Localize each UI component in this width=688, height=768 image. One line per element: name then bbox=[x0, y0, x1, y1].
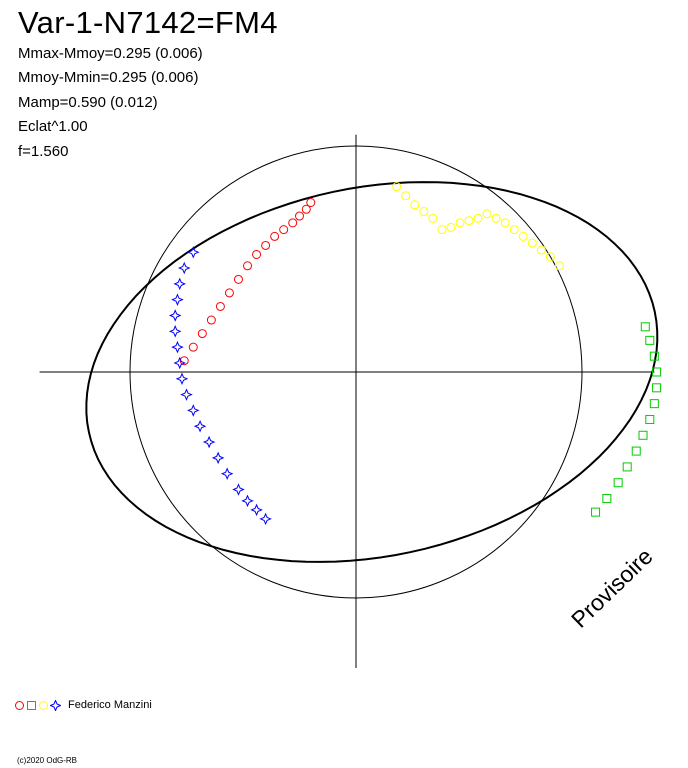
data-point bbox=[631, 446, 641, 456]
data-point bbox=[252, 249, 262, 259]
data-point bbox=[622, 462, 632, 472]
stat-amplitude-max: Mmax-Mmoy=0.295 (0.006) bbox=[18, 45, 203, 62]
stat-eclat: Eclat^1.00 bbox=[18, 118, 88, 135]
data-point bbox=[645, 335, 655, 345]
data-point bbox=[173, 356, 186, 370]
data-point bbox=[279, 225, 289, 235]
data-point bbox=[401, 191, 411, 201]
data-point bbox=[250, 503, 263, 517]
data-point bbox=[211, 451, 225, 465]
data-point bbox=[518, 231, 528, 241]
data-point bbox=[288, 218, 298, 228]
data-point bbox=[202, 435, 216, 449]
legend-symbol bbox=[39, 700, 48, 710]
data-point bbox=[419, 207, 429, 217]
series-0 bbox=[179, 198, 316, 366]
legend-symbols bbox=[14, 699, 61, 711]
data-point bbox=[187, 404, 200, 417]
data-point bbox=[188, 342, 198, 352]
series-1 bbox=[168, 245, 272, 526]
data-point bbox=[649, 351, 659, 361]
legend-symbol bbox=[50, 699, 61, 711]
data-point bbox=[177, 261, 191, 275]
star-marker-icon bbox=[50, 699, 61, 711]
series-2 bbox=[392, 182, 564, 271]
data-point bbox=[168, 325, 182, 338]
data-point bbox=[638, 430, 648, 440]
data-point bbox=[171, 293, 184, 306]
data-point bbox=[473, 213, 483, 223]
data-point bbox=[168, 309, 182, 322]
data-points bbox=[168, 182, 662, 526]
data-point bbox=[536, 245, 546, 255]
data-point bbox=[428, 213, 438, 223]
chart-title: Var-1-N7142=FM4 bbox=[18, 5, 278, 40]
series-3 bbox=[591, 322, 662, 517]
legend: Federico Manzini bbox=[14, 698, 152, 712]
data-point bbox=[180, 388, 193, 401]
data-point bbox=[173, 277, 186, 291]
circle-marker-icon bbox=[39, 700, 48, 710]
data-point bbox=[175, 372, 189, 386]
data-point bbox=[392, 182, 402, 192]
data-point bbox=[295, 211, 304, 221]
data-point bbox=[187, 245, 200, 259]
data-point bbox=[464, 216, 474, 226]
data-point bbox=[301, 204, 311, 214]
data-point bbox=[215, 301, 225, 311]
data-point bbox=[241, 494, 254, 508]
data-point bbox=[640, 322, 650, 332]
fitted-curve bbox=[85, 181, 659, 563]
data-point bbox=[243, 261, 253, 271]
legend-observer: Federico Manzini bbox=[68, 699, 152, 711]
data-point bbox=[270, 231, 280, 241]
data-point bbox=[652, 383, 662, 393]
data-point bbox=[437, 225, 447, 235]
data-point bbox=[446, 222, 456, 232]
axes bbox=[39, 134, 659, 669]
data-point bbox=[652, 367, 662, 377]
data-point bbox=[193, 419, 207, 433]
data-point bbox=[306, 198, 316, 207]
data-point bbox=[509, 225, 519, 235]
data-point bbox=[455, 218, 465, 228]
data-point bbox=[500, 218, 510, 228]
data-point bbox=[591, 507, 601, 517]
data-point bbox=[527, 238, 537, 248]
data-point bbox=[171, 340, 184, 354]
data-point bbox=[259, 512, 272, 526]
circle-marker-icon bbox=[15, 700, 24, 710]
data-point bbox=[224, 288, 234, 298]
square-marker-icon bbox=[27, 700, 36, 710]
stat-amplitude-min: Mmoy-Mmin=0.295 (0.006) bbox=[18, 69, 199, 86]
data-point bbox=[232, 483, 245, 496]
data-point bbox=[602, 494, 612, 504]
data-point bbox=[179, 356, 189, 366]
data-point bbox=[645, 414, 655, 424]
stat-amplitude: Mamp=0.590 (0.012) bbox=[18, 94, 158, 111]
data-point bbox=[261, 240, 271, 250]
legend-symbol bbox=[15, 700, 24, 710]
data-point bbox=[410, 200, 420, 210]
data-point bbox=[206, 315, 216, 325]
data-point bbox=[491, 213, 501, 223]
copyright-footer: (c)2020 OdG-RB bbox=[17, 756, 78, 765]
data-point bbox=[554, 261, 564, 271]
data-point bbox=[649, 399, 659, 409]
data-point bbox=[220, 467, 234, 480]
data-point bbox=[233, 274, 243, 284]
data-point bbox=[545, 252, 555, 262]
data-point bbox=[482, 209, 492, 219]
data-point bbox=[613, 478, 623, 488]
data-point bbox=[197, 329, 207, 339]
stat-frequency: f=1.560 bbox=[18, 143, 69, 160]
legend-symbol bbox=[27, 700, 36, 710]
